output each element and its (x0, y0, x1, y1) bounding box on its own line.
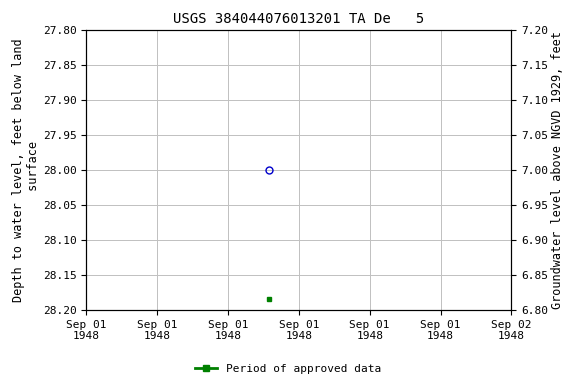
Y-axis label: Groundwater level above NGVD 1929, feet: Groundwater level above NGVD 1929, feet (551, 31, 564, 309)
Legend: Period of approved data: Period of approved data (191, 359, 385, 379)
Title: USGS 384044076013201 TA De   5: USGS 384044076013201 TA De 5 (173, 12, 425, 26)
Y-axis label: Depth to water level, feet below land
 surface: Depth to water level, feet below land su… (12, 38, 40, 302)
